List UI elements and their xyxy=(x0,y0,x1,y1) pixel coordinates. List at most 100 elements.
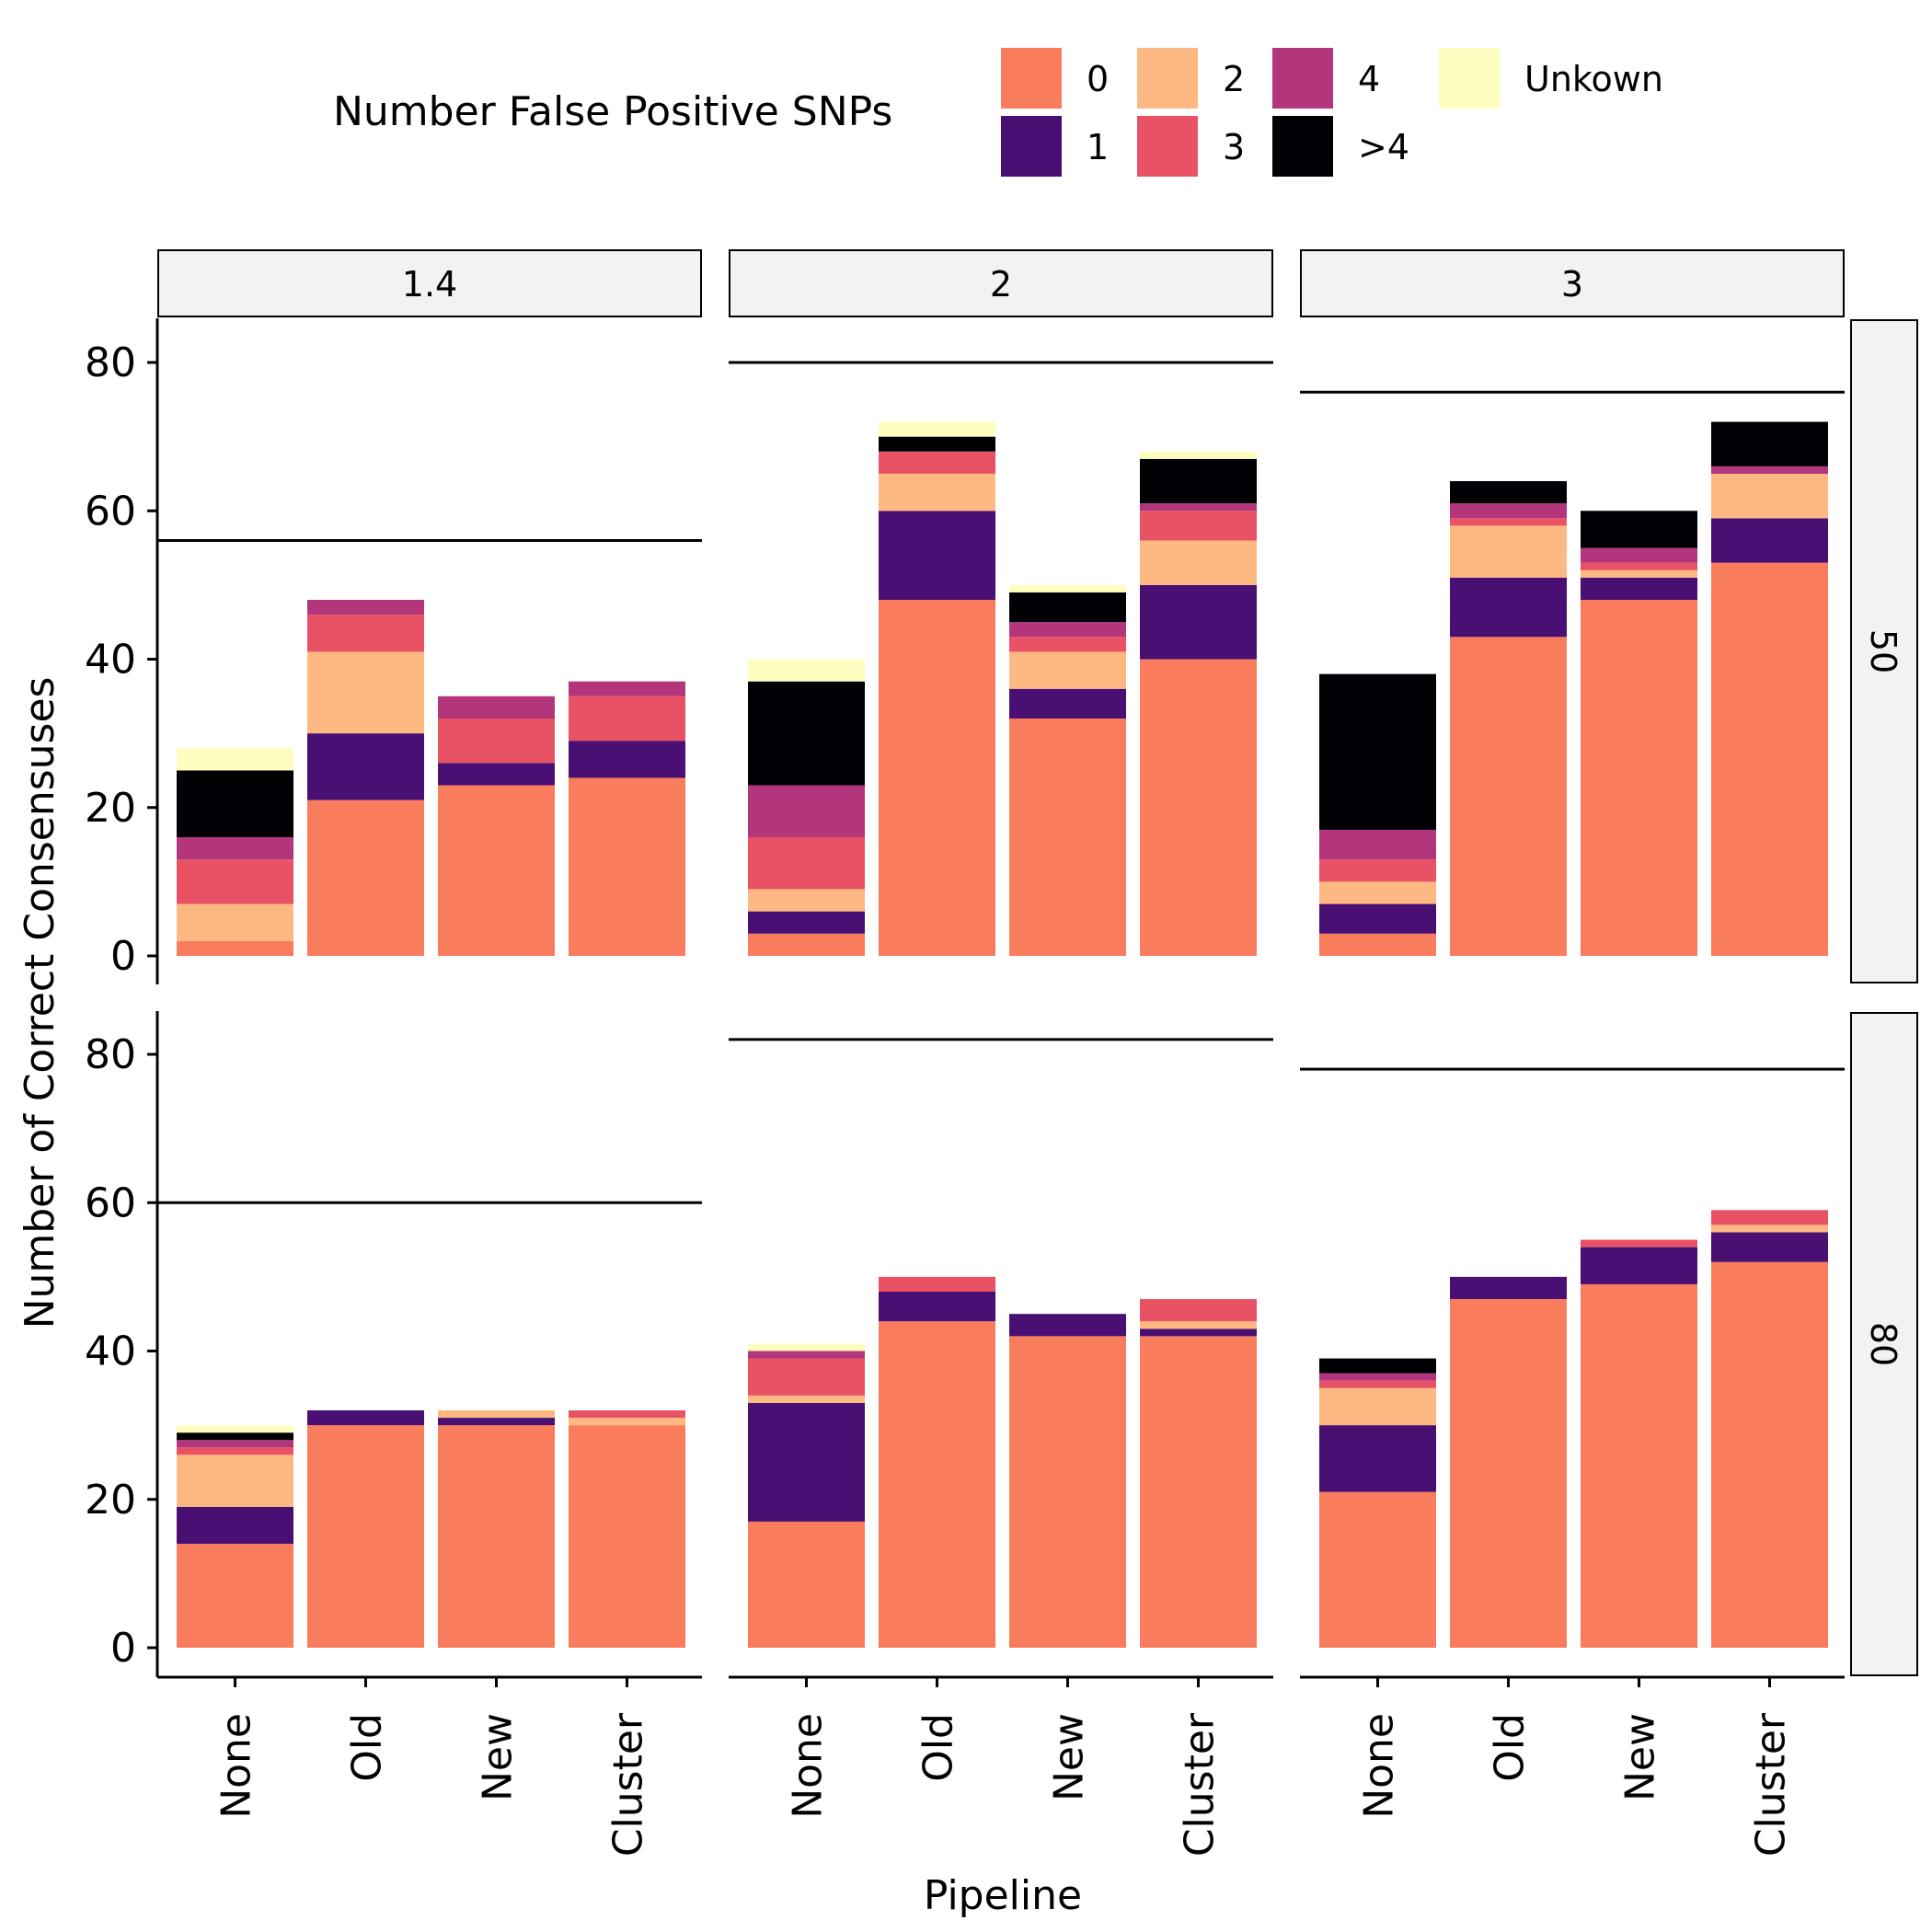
bar-segment xyxy=(1319,1358,1436,1374)
legend-entry: 1 xyxy=(1001,116,1109,177)
y-axis: 0 20 40 60 80 xyxy=(85,1011,159,1677)
bar-segment xyxy=(307,600,424,615)
bar-segment xyxy=(1711,466,1828,474)
bar-segment xyxy=(1140,503,1257,512)
legend-entry: 0 xyxy=(1001,48,1109,109)
bar-segment xyxy=(1450,577,1567,638)
bar-segment xyxy=(1319,1380,1436,1388)
bar-segment xyxy=(1140,511,1257,541)
x-tick-label: Cluster xyxy=(1748,1712,1795,1857)
bar-segment xyxy=(177,1447,293,1455)
x-tick-label: None xyxy=(213,1713,260,1819)
bar-segment xyxy=(1450,503,1567,519)
bar-segment xyxy=(748,933,865,956)
bar-segment xyxy=(748,911,865,934)
bar-segment xyxy=(569,681,685,696)
bar-segment xyxy=(748,1351,865,1359)
bar-segment xyxy=(748,837,865,890)
legend-entry: >4 xyxy=(1272,116,1409,177)
bar-segment xyxy=(307,1425,424,1648)
row-facet-strips: 50 80 xyxy=(1850,319,1918,1676)
bar-segment xyxy=(879,600,995,956)
bar-segment xyxy=(1009,688,1126,719)
bar-segment xyxy=(1319,881,1436,904)
bar-segment xyxy=(1319,1491,1436,1648)
bar-segment xyxy=(438,763,555,786)
x-tick-label: New xyxy=(1046,1713,1093,1801)
bar-segment xyxy=(177,1455,293,1507)
legend-swatch xyxy=(1137,48,1198,109)
bar-segment xyxy=(1009,719,1126,956)
legend-swatch xyxy=(1272,48,1333,109)
bar-segment xyxy=(1581,1239,1697,1248)
bar-segment xyxy=(177,940,293,956)
bar-segment xyxy=(1711,1261,1828,1648)
bar-segment xyxy=(307,615,424,652)
y-tick-label: 80 xyxy=(85,339,136,386)
bar-segment xyxy=(1009,622,1126,638)
legend-entry: 2 xyxy=(1137,48,1245,109)
bar-segment xyxy=(1140,1299,1257,1322)
bar-segment xyxy=(1581,547,1697,563)
bar-segment xyxy=(177,859,293,904)
y-axis-title: Number of Correct Consensuses xyxy=(17,677,63,1329)
bar-segment xyxy=(879,511,995,600)
strip-background xyxy=(1850,319,1918,983)
bar-segment xyxy=(569,777,685,956)
bar-segment xyxy=(748,681,865,786)
bar-segment xyxy=(177,770,293,837)
x-tick-label: Old xyxy=(1487,1713,1534,1782)
y-tick-label: 40 xyxy=(85,637,136,684)
bar-segment xyxy=(1140,659,1257,956)
panel xyxy=(729,1038,1273,1648)
bar-segment xyxy=(177,837,293,860)
panel xyxy=(1300,1067,1845,1648)
bar-segment xyxy=(748,1402,865,1522)
strip-background xyxy=(729,249,1273,317)
bar-segment xyxy=(1711,1210,1828,1225)
bar-segment xyxy=(569,1410,685,1419)
y-tick-label: 60 xyxy=(85,1179,136,1226)
bar-segment xyxy=(1450,518,1567,526)
bar-segment xyxy=(1711,518,1828,563)
legend-label: Unkown xyxy=(1524,59,1663,99)
row-strip-label: 50 xyxy=(1863,629,1903,673)
bar-segment xyxy=(1581,577,1697,600)
bar-segment xyxy=(307,799,424,956)
bar-segment xyxy=(1140,458,1257,504)
bar-segment xyxy=(1140,540,1257,585)
y-tick-label: 60 xyxy=(85,488,136,535)
legend-label: 4 xyxy=(1358,59,1380,99)
bar-segment xyxy=(879,1292,995,1322)
bar-segment xyxy=(1450,637,1567,956)
bar-segment xyxy=(879,421,995,437)
bar-segment xyxy=(1711,1225,1828,1233)
legend-label: 0 xyxy=(1087,59,1109,99)
bar-segment xyxy=(1319,859,1436,882)
y-tick-label: 20 xyxy=(85,1477,136,1524)
x-tick-label: New xyxy=(475,1713,522,1801)
x-axes: None Old New Cluster None Old New Cluster None Ol… xyxy=(157,1675,1845,1857)
bar-segment xyxy=(1581,569,1697,578)
bar-segment xyxy=(1009,584,1126,592)
bar-segment xyxy=(879,1321,995,1648)
bar-segment xyxy=(748,659,865,682)
panel xyxy=(157,1201,702,1648)
bar-segment xyxy=(1581,1283,1697,1648)
column-facet-strips: 1.4 2 3 xyxy=(157,249,1845,317)
bar-segment xyxy=(1319,673,1436,830)
bar-segment xyxy=(748,1395,865,1403)
legend-label: 3 xyxy=(1223,127,1245,167)
bar-segment xyxy=(569,1418,685,1426)
x-axis-title: Pipeline xyxy=(924,1872,1082,1919)
bar-segment xyxy=(1140,584,1257,660)
legend-label: >4 xyxy=(1358,127,1409,167)
bar-segment xyxy=(1319,829,1436,860)
bar-segment xyxy=(748,1358,865,1396)
bar-segment xyxy=(569,696,685,742)
bar-segment xyxy=(1140,451,1257,459)
legend-entry: Unkown xyxy=(1439,48,1663,109)
x-axis: None Old New Cluster xyxy=(1300,1675,1845,1857)
bar-segment xyxy=(177,1544,293,1648)
strip-background xyxy=(1300,249,1845,317)
